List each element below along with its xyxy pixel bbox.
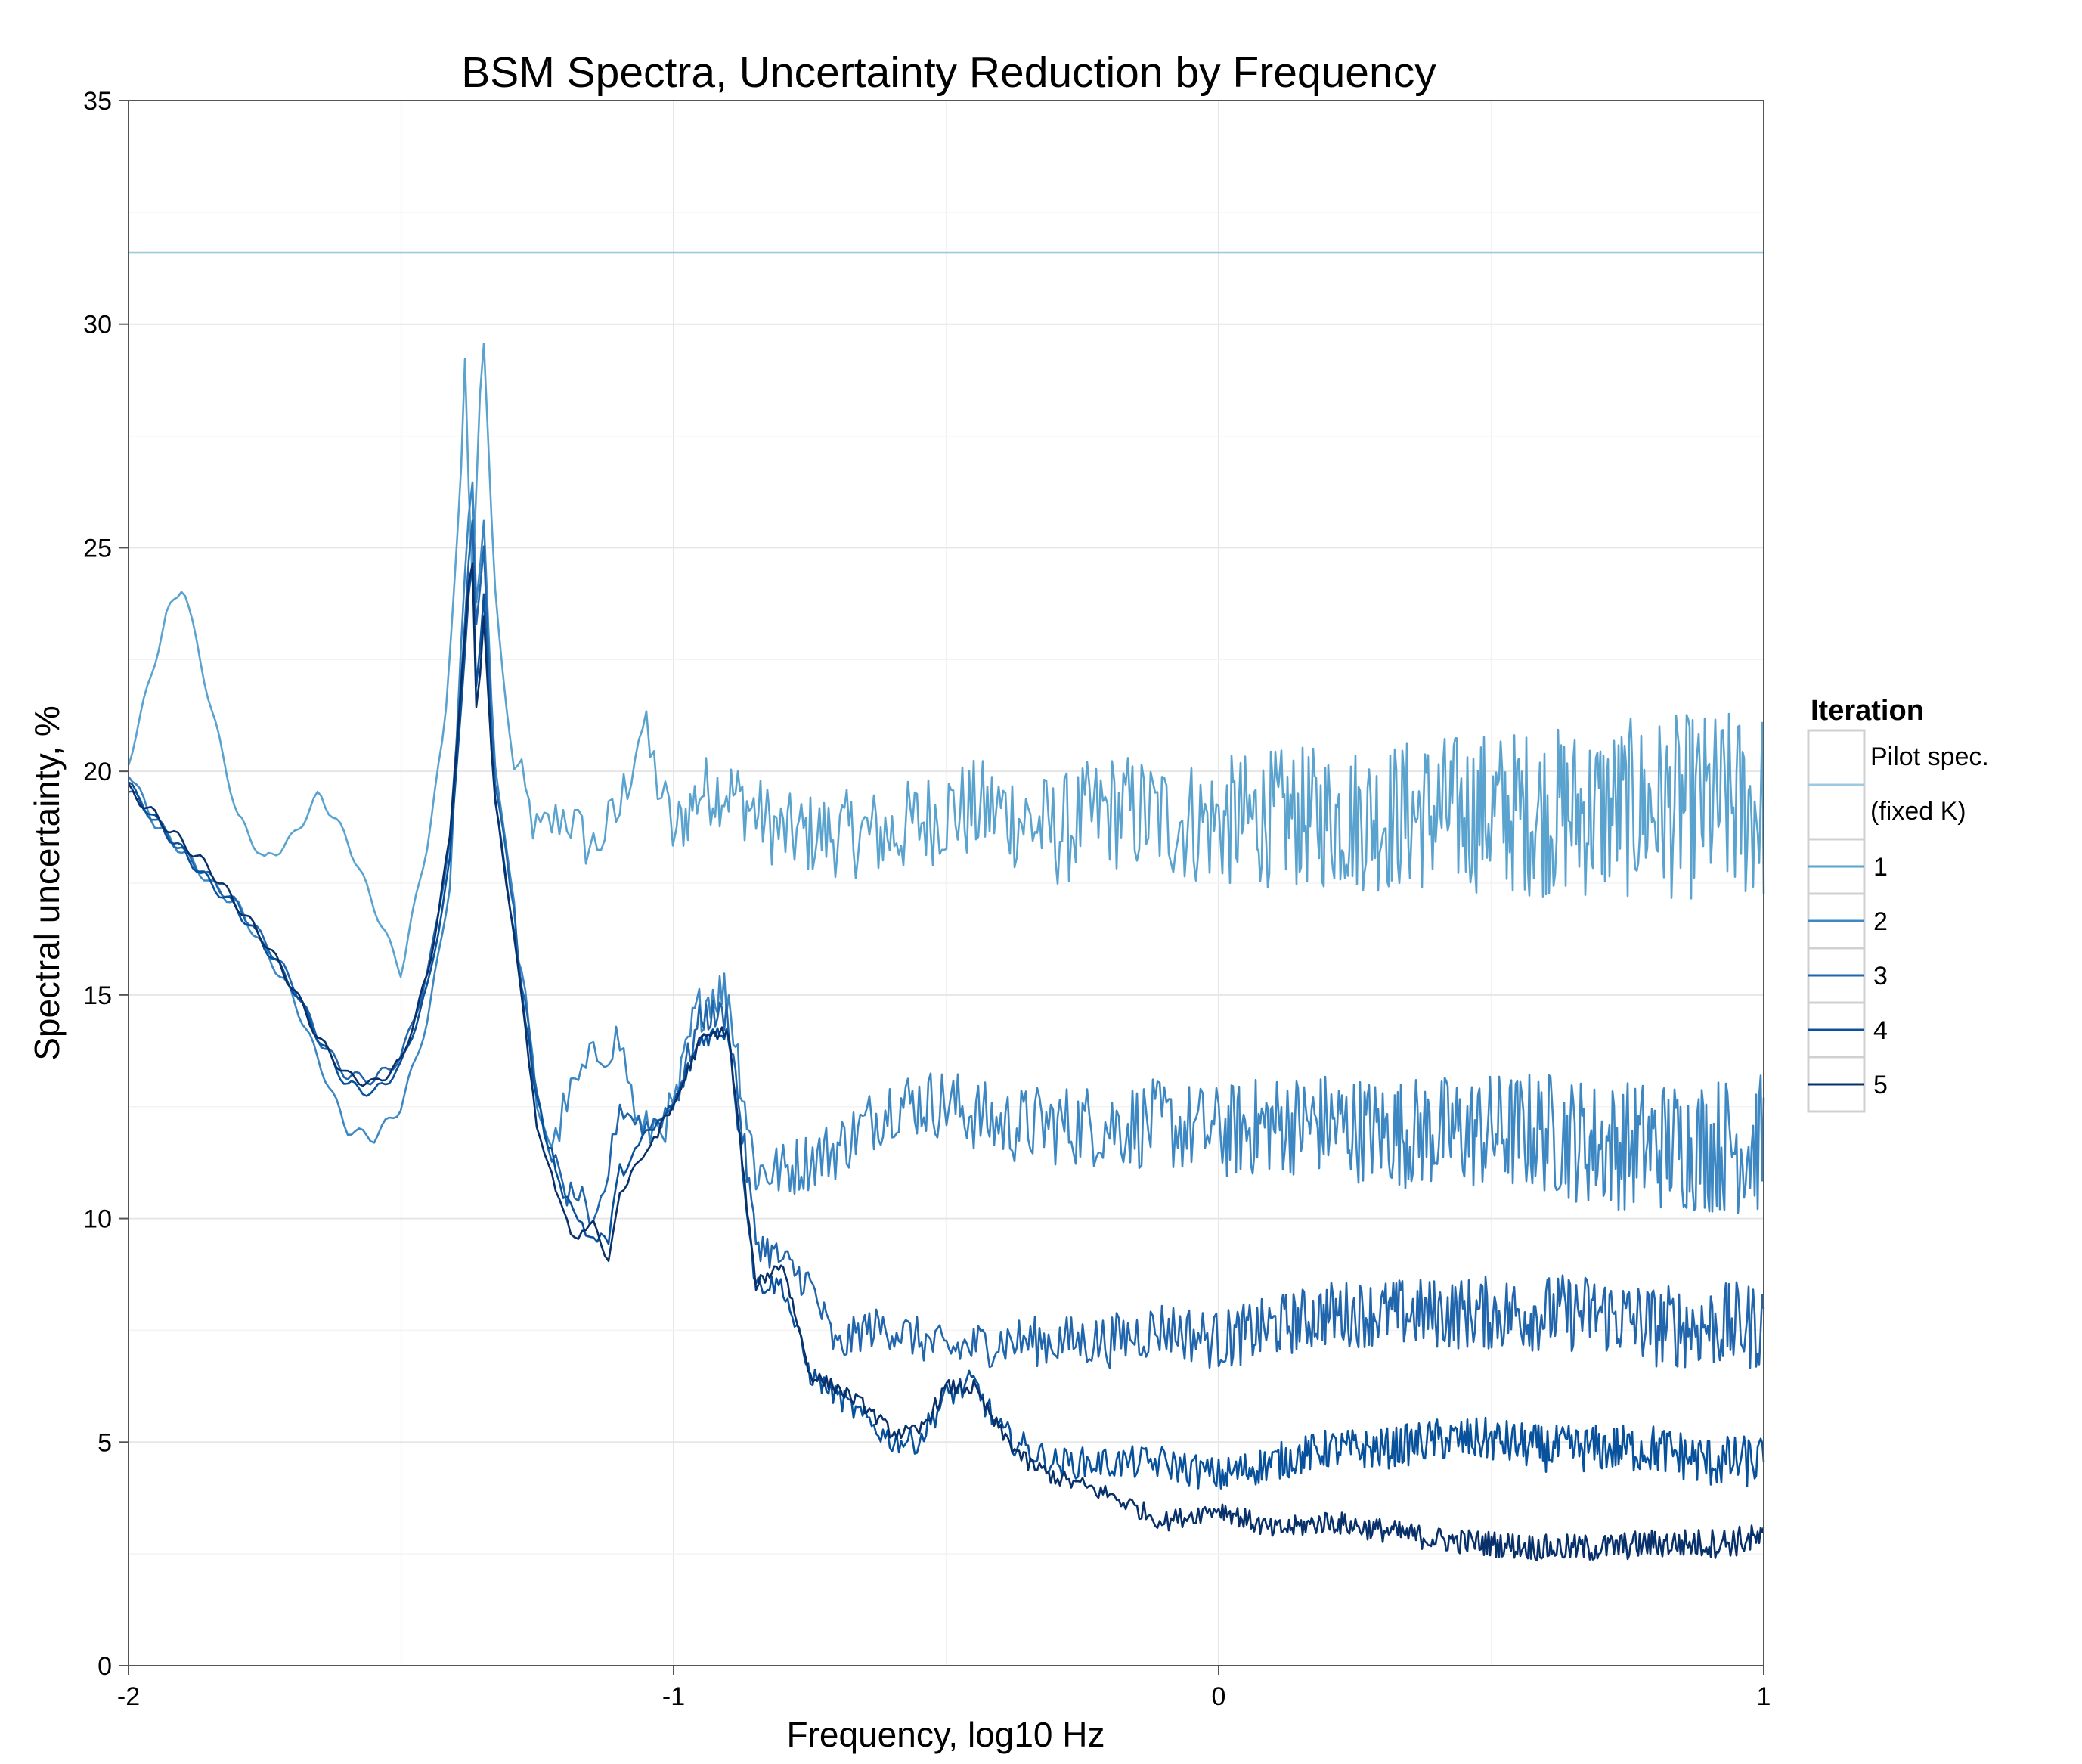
y-tick-label: 35 [83,87,112,116]
y-tick-label: 30 [83,311,112,339]
chart-title: BSM Spectra, Uncertainty Reduction by Fr… [461,48,1436,97]
legend-label: 1 [1873,853,1888,882]
y-tick-label: 10 [83,1205,112,1234]
y-tick-label: 15 [83,981,112,1010]
y-tick-label: 5 [98,1428,112,1457]
x-axis-label: Frequency, log10 Hz [786,1715,1105,1754]
x-tick-label: 1 [1757,1682,1771,1711]
series-line-2 [127,481,1765,1214]
y-axis-label: Spectral uncertainty, % [27,705,67,1061]
plot-area [127,100,1765,1666]
y-tick-label: 25 [83,534,112,563]
plot-border [128,100,1764,1666]
x-axis: -2 -1 0 1 [117,1666,1771,1711]
y-tick-label: 0 [98,1652,112,1681]
legend-label: 3 [1873,962,1888,991]
legend-label: (fixed K) [1870,797,1966,826]
series-line-3 [128,519,1765,1369]
y-axis: 0 5 10 15 20 25 30 35 [83,87,129,1681]
y-tick-label: 20 [83,758,112,786]
legend-items: Pilot spec. (fixed K) 1 2 3 4 5 [1807,729,1989,1113]
series-line-4 [128,562,1765,1490]
legend-title: Iteration [1811,695,1924,727]
legend: Iteration Pilot spec. (fixed K) 1 2 3 4 5 [1807,695,1989,1113]
legend-label: Pilot spec. [1870,742,1989,771]
series-layer [127,251,1765,1562]
legend-label: 4 [1873,1016,1888,1045]
x-tick-label: -1 [662,1682,685,1711]
legend-label: 2 [1873,907,1888,936]
series-line-1 [127,343,1765,978]
series-line-5 [127,563,1765,1562]
legend-label: 5 [1873,1071,1888,1099]
x-tick-label: 0 [1212,1682,1226,1711]
x-tick-label: -2 [117,1682,140,1711]
